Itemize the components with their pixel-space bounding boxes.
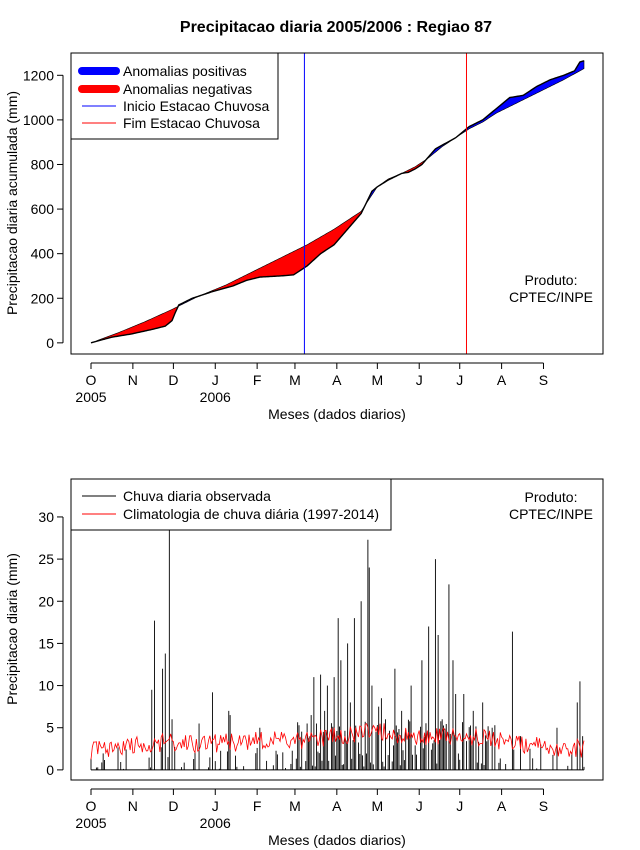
x-tick-label-month: J bbox=[416, 798, 423, 814]
x-tick-label-month: A bbox=[332, 798, 342, 814]
x-tick-label-month: J bbox=[212, 372, 219, 388]
bottom-legend-box bbox=[70, 478, 392, 531]
bottom-y-axis-label: Precipitacao diaria (mm) bbox=[4, 553, 20, 705]
bottom-y-axis: 0 5 10 15 20 25 30 bbox=[38, 509, 64, 778]
x-tick-label-month: M bbox=[289, 372, 301, 388]
x-tick-label-year: 2006 bbox=[200, 389, 231, 405]
x-tick-label-month: M bbox=[289, 798, 301, 814]
top-plot-frame bbox=[70, 52, 604, 355]
chart-title: Precipitacao diaria 2005/2006 : Regiao 8… bbox=[180, 19, 492, 36]
y-tick-label: 25 bbox=[38, 551, 54, 567]
x-tick-label-year: 2006 bbox=[200, 815, 231, 831]
y-tick-label: 20 bbox=[38, 593, 54, 609]
x-tick-label-month: O bbox=[86, 372, 97, 388]
x-tick-label-month: N bbox=[128, 798, 138, 814]
y-tick-label: 30 bbox=[38, 509, 54, 525]
x-tick-label-month: F bbox=[253, 798, 262, 814]
y-tick-label: 800 bbox=[31, 156, 55, 172]
x-tick-label-month: S bbox=[539, 798, 548, 814]
top-annotation-produto: Produto: bbox=[525, 272, 578, 288]
x-tick-label-month: S bbox=[539, 372, 548, 388]
y-tick-label: 600 bbox=[31, 201, 55, 217]
bottom-legend: Chuva diaria observada Climatologia de c… bbox=[70, 478, 392, 531]
legend-label-inicio-estacao: Inicio Estacao Chuvosa bbox=[123, 98, 270, 114]
y-tick-label: 400 bbox=[31, 246, 55, 262]
top-annotation-cptec: CPTEC/INPE bbox=[509, 289, 593, 305]
y-tick-label: 10 bbox=[38, 678, 54, 694]
top-y-axis: 0 200 400 600 800 1000 1200 bbox=[23, 67, 64, 351]
y-tick-label: 5 bbox=[46, 720, 54, 736]
top-plot-area bbox=[70, 52, 604, 355]
legend-label-climatologia: Climatologia de chuva diária (1997-2014) bbox=[123, 506, 379, 522]
x-tick-label-month: A bbox=[332, 372, 342, 388]
top-legend: Anomalias positivas Anomalias negativas … bbox=[70, 52, 279, 140]
top-x-axis-label: Meses (dados diarios) bbox=[268, 406, 406, 422]
x-tick-label-month: J bbox=[456, 372, 463, 388]
y-tick-label: 200 bbox=[31, 290, 55, 306]
x-tick-label-month: A bbox=[497, 798, 507, 814]
x-tick-label-month: J bbox=[456, 798, 463, 814]
x-tick-label-month: F bbox=[253, 372, 262, 388]
x-tick-label-month: N bbox=[128, 372, 138, 388]
x-tick-label-month: M bbox=[372, 798, 384, 814]
x-tick-label-month: M bbox=[372, 372, 384, 388]
legend-label-fim-estacao: Fim Estacao Chuvosa bbox=[123, 115, 260, 131]
x-tick-label-year: 2005 bbox=[75, 389, 106, 405]
legend-label-anomalias-positivas: Anomalias positivas bbox=[123, 63, 247, 79]
bottom-x-axis: O N D J F M A M J J A S 2005 2006 bbox=[75, 788, 548, 831]
y-tick-label: 1000 bbox=[23, 112, 54, 128]
top-y-axis-label: Precipitacao diaria acumulada (mm) bbox=[4, 91, 20, 315]
bottom-annotation-cptec: CPTEC/INPE bbox=[509, 506, 593, 522]
x-tick-label-month: D bbox=[168, 372, 178, 388]
observed-cumulative-line bbox=[90, 60, 585, 344]
x-tick-label-year: 2005 bbox=[75, 815, 106, 831]
bottom-annotation-produto: Produto: bbox=[525, 489, 578, 505]
x-tick-label-month: D bbox=[168, 798, 178, 814]
x-tick-label-month: J bbox=[212, 798, 219, 814]
y-tick-label: 0 bbox=[46, 762, 54, 778]
x-tick-label-month: O bbox=[86, 798, 97, 814]
top-x-axis: O N D J F M A M J J A S 2005 2006 bbox=[75, 362, 548, 405]
climatology-line bbox=[90, 723, 585, 760]
x-tick-label-month: J bbox=[416, 372, 423, 388]
legend-label-chuva-observada: Chuva diaria observada bbox=[123, 488, 271, 504]
y-tick-label: 0 bbox=[46, 335, 54, 351]
legend-label-anomalias-negativas: Anomalias negativas bbox=[123, 81, 252, 97]
bottom-x-axis-label: Meses (dados diarios) bbox=[268, 832, 406, 848]
y-tick-label: 15 bbox=[38, 635, 54, 651]
x-tick-label-month: A bbox=[497, 372, 507, 388]
y-tick-label: 1200 bbox=[23, 67, 54, 83]
